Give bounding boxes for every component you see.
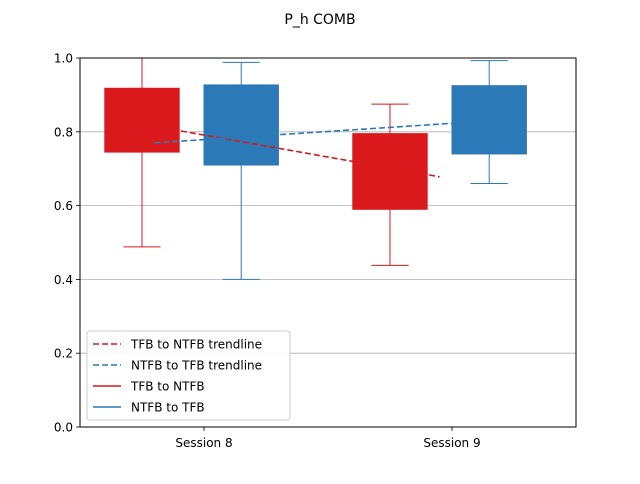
y-tick-label: 0.8 (54, 125, 73, 139)
box-series-0 (104, 57, 428, 266)
chart-title: P_h COMB (284, 12, 355, 28)
legend-label: NTFB to TFB (131, 401, 205, 415)
y-tick-label: 0.2 (54, 347, 73, 361)
grid-lines (80, 131, 576, 354)
trendline-1 (154, 122, 453, 144)
y-tick-label: 0.6 (54, 199, 73, 213)
iqr-box (352, 133, 428, 210)
trendlines (154, 122, 453, 178)
y-tick-label: 0.4 (54, 273, 73, 287)
iqr-box (451, 85, 527, 155)
y-tick-label: 1.0 (54, 52, 73, 66)
box-series (104, 57, 527, 280)
axes: 0.0 0.2 0.4 0.6 0.8 1.0 Session 8 Session 9 (54, 52, 481, 451)
legend-label: TFB to NTFB (130, 380, 205, 394)
trendline-0 (154, 125, 440, 178)
x-tick-label: Session 8 (175, 436, 232, 450)
legend-label: NTFB to TFB trendline (131, 359, 262, 373)
legend-label: TFB to NTFB trendline (130, 338, 262, 352)
plot-frame (79, 57, 577, 428)
legend: TFB to NTFB trendline NTFB to TFB trendli… (86, 330, 291, 421)
iqr-box (203, 84, 279, 166)
x-tick-label: Session 9 (423, 436, 480, 450)
y-tick-label: 0.0 (54, 421, 73, 435)
box-series-1 (203, 60, 527, 280)
legend-box (86, 330, 291, 421)
